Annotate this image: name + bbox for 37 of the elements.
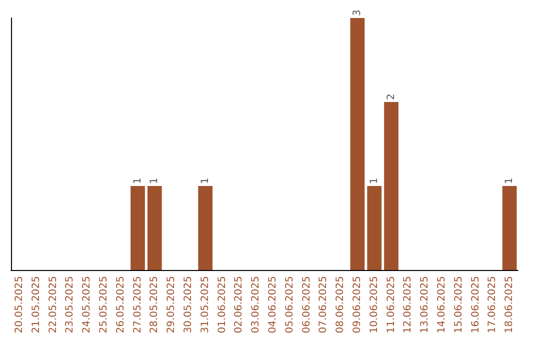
x-tick-label: 27.05.2025 bbox=[132, 276, 144, 334]
data-label: 2 bbox=[386, 94, 397, 100]
x-tick-label: 25.05.2025 bbox=[98, 276, 110, 334]
x-tick-label: 03.06.2025 bbox=[250, 276, 262, 334]
x-tick-label: 02.06.2025 bbox=[234, 276, 245, 334]
data-label: 1 bbox=[368, 178, 380, 184]
x-tick-label: 04.06.2025 bbox=[267, 276, 278, 334]
x-tick-label: 07.06.2025 bbox=[318, 276, 330, 334]
x-tick-label: 08.06.2025 bbox=[335, 276, 346, 334]
x-tick-label: 09.06.2025 bbox=[352, 276, 363, 334]
x-tick-label: 17.06.2025 bbox=[487, 276, 498, 334]
x-tick-label: 29.05.2025 bbox=[166, 276, 178, 334]
data-label: 1 bbox=[200, 178, 211, 184]
x-tick-label: 23.05.2025 bbox=[64, 276, 76, 334]
x-tick-label: 11.06.2025 bbox=[386, 276, 397, 334]
x-tick-label: 26.05.2025 bbox=[115, 276, 126, 334]
x-tick-label: 14.06.2025 bbox=[436, 276, 448, 334]
x-tick-label: 06.06.2025 bbox=[301, 276, 312, 334]
x-tick-label: 22.05.2025 bbox=[48, 276, 59, 334]
x-tick-label: 01.06.2025 bbox=[216, 276, 228, 334]
x-tick-label: 13.06.2025 bbox=[420, 276, 431, 334]
x-tick-label: 31.05.2025 bbox=[200, 276, 211, 334]
x-tick-label: 16.06.2025 bbox=[470, 276, 482, 334]
x-tick-label: 24.05.2025 bbox=[82, 276, 93, 334]
x-tick-label: 21.05.2025 bbox=[30, 276, 42, 334]
data-label: 1 bbox=[149, 178, 160, 184]
data-label: 1 bbox=[504, 178, 516, 184]
x-tick-label: 18.06.2025 bbox=[504, 276, 516, 334]
data-label: 3 bbox=[352, 10, 363, 16]
x-tick-label: 20.05.2025 bbox=[14, 276, 25, 334]
x-tick-label: 15.06.2025 bbox=[453, 276, 464, 334]
x-tick-label: 28.05.2025 bbox=[149, 276, 160, 334]
x-tick-label: 30.05.2025 bbox=[182, 276, 194, 334]
x-tick-label: 12.06.2025 bbox=[402, 276, 414, 334]
data-label: 1 bbox=[132, 178, 144, 184]
x-tick-label: 10.06.2025 bbox=[368, 276, 380, 334]
x-tick-label: 05.06.2025 bbox=[284, 276, 296, 334]
